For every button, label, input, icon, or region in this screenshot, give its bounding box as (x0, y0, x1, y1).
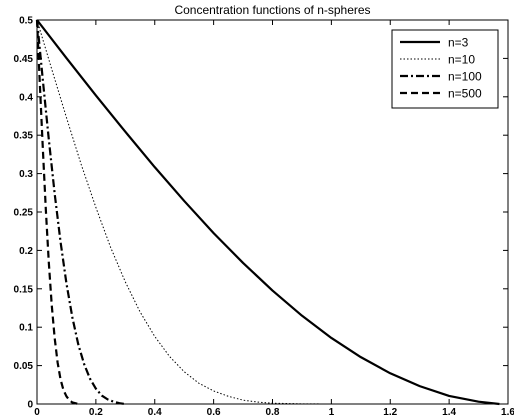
y-tick-label: 0.05 (14, 361, 34, 372)
x-tick-label: 0 (34, 407, 40, 417)
legend-label: n=3 (448, 36, 469, 50)
x-tick-label: 0.6 (207, 407, 221, 417)
series-lines (35, 19, 500, 406)
chart-title: Concentration functions of n-spheres (174, 3, 370, 17)
y-tick-label: 0.3 (19, 169, 33, 180)
x-tick-label: 0.2 (89, 407, 103, 417)
legend-label: n=10 (448, 53, 475, 67)
series-line-n-3 (36, 19, 500, 406)
legend-label: n=100 (448, 70, 482, 84)
series-line-n-10 (36, 19, 332, 405)
x-tick-label: 1.6 (501, 407, 514, 417)
x-tick-label: 1.4 (442, 407, 456, 417)
axis-ticks: 0 0.2 0.4 0.6 0.8 1 1.2 1.4 1.6 0 0.05 0.1 0.15 0.2 0.… (14, 16, 514, 417)
y-tick-label: 0.15 (14, 284, 34, 295)
y-tick-label: 0.25 (14, 208, 34, 219)
y-tick-label: 0.35 (14, 131, 34, 142)
y-tick-label: 0.45 (14, 54, 34, 65)
x-tick-label: 0.4 (148, 407, 162, 417)
series-line-n-100 (35, 19, 126, 406)
x-tick-label: 1 (329, 407, 335, 417)
legend: n=3 n=10 n=100 n=500 (391, 29, 499, 109)
y-tick-label: 0 (27, 400, 33, 411)
x-tick-label: 0.8 (266, 407, 280, 417)
y-tick-label: 0.4 (19, 92, 33, 103)
y-tick-label: 0.2 (19, 246, 33, 257)
x-tick-label: 1.2 (383, 407, 397, 417)
series-line-n-500 (35, 19, 79, 406)
y-tick-label: 0.5 (19, 16, 33, 27)
y-tick-label: 0.1 (19, 323, 33, 334)
legend-label: n=500 (448, 87, 482, 101)
